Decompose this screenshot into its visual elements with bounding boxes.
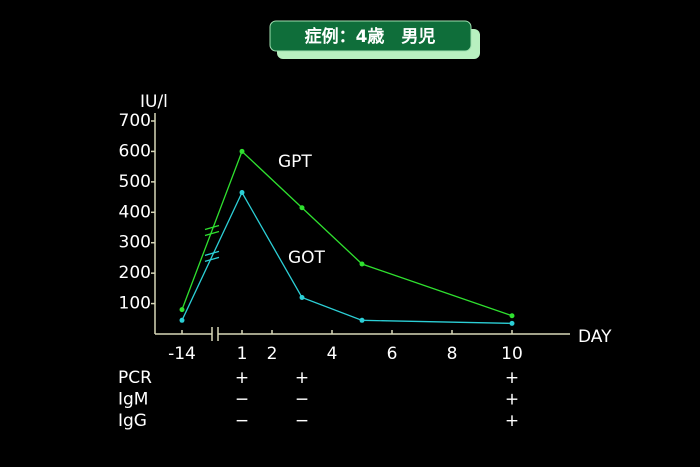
y-tick-label: 200 — [119, 263, 151, 283]
series-label: GPT — [278, 152, 312, 172]
table-row-label: IgM — [118, 390, 148, 410]
x-tick-label: 6 — [387, 344, 398, 364]
data-point — [509, 313, 515, 319]
table-row-label: PCR — [118, 368, 152, 388]
table-mark: + — [505, 411, 519, 431]
axis-break-gap — [212, 326, 218, 342]
data-point — [179, 317, 185, 323]
x-tick-label: 2 — [267, 344, 278, 364]
x-tick-label: 8 — [447, 344, 458, 364]
data-point — [239, 190, 245, 196]
table-row-label: IgG — [118, 411, 147, 431]
x-tick-label: 10 — [501, 344, 523, 364]
table-mark: − — [295, 390, 309, 410]
chart-title: 症例：4歳 男児 — [305, 26, 436, 47]
data-point — [359, 317, 365, 323]
x-axis-label: DAY — [578, 327, 612, 347]
y-tick-label: 400 — [119, 202, 151, 222]
table-mark: − — [235, 390, 249, 410]
line-break — [204, 256, 220, 263]
table-mark: + — [505, 390, 519, 410]
y-tick-label: 700 — [119, 111, 151, 131]
x-tick-label: 1 — [237, 344, 248, 364]
line-break — [204, 230, 220, 237]
y-tick-label: 500 — [119, 172, 151, 192]
data-point — [509, 320, 515, 326]
series-label: GOT — [288, 248, 326, 268]
table-mark: + — [295, 368, 309, 388]
data-point — [299, 294, 305, 300]
data-point — [239, 148, 245, 154]
data-point — [179, 307, 185, 313]
table-mark: + — [235, 368, 249, 388]
title-box — [269, 20, 472, 52]
x-tick-label: 4 — [327, 344, 338, 364]
table-mark: − — [235, 411, 249, 431]
table-mark: − — [295, 411, 309, 431]
y-axis-label: IU/l — [140, 92, 168, 112]
y-tick-label: 600 — [119, 141, 151, 161]
data-point — [299, 205, 305, 211]
table-mark: + — [505, 368, 519, 388]
y-tick-label: 100 — [119, 294, 151, 314]
y-tick-label: 300 — [119, 233, 151, 253]
data-point — [359, 261, 365, 267]
line-break — [204, 250, 220, 257]
line-break — [204, 224, 220, 231]
x-tick-label: -14 — [168, 344, 196, 364]
